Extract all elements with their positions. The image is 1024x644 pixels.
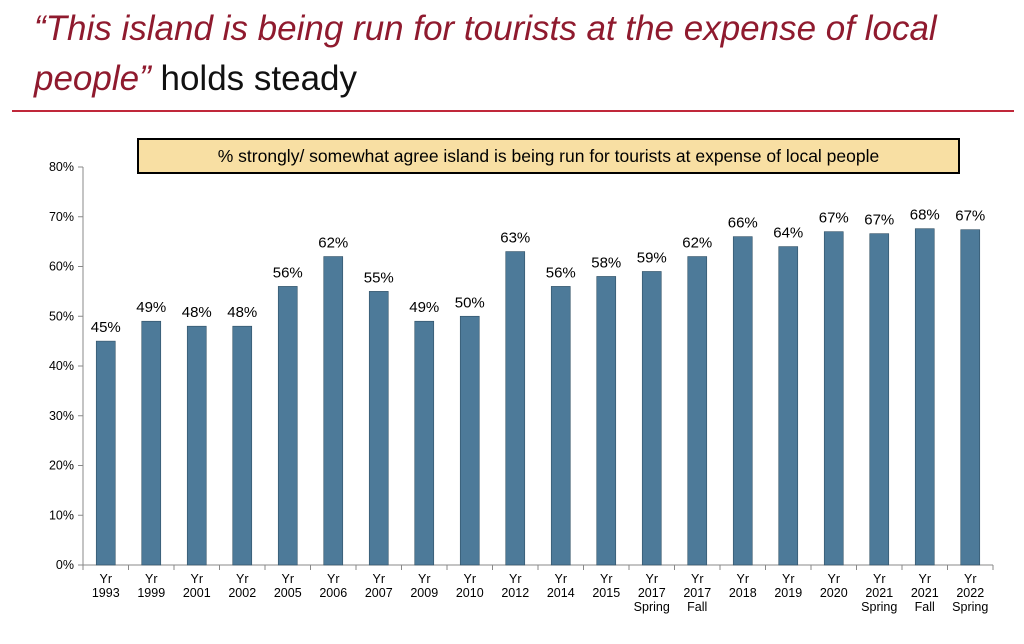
x-tick-label: Yr 2022 Spring: [952, 572, 988, 614]
y-tick-label: 20%: [49, 459, 74, 473]
x-tick-label: Yr 2007: [365, 572, 393, 600]
bar: [732, 236, 753, 566]
bar: [960, 229, 981, 566]
value-label: 49%: [409, 299, 439, 316]
x-tick-label: Yr 2020: [820, 572, 848, 600]
y-tick-label: 30%: [49, 409, 74, 423]
bar: [459, 315, 480, 566]
bar: [550, 286, 571, 566]
title-suffix: holds steady: [150, 59, 358, 98]
bar: [596, 276, 617, 566]
y-tick-label: 70%: [49, 210, 74, 224]
bar: [186, 325, 207, 566]
value-label: 56%: [546, 264, 576, 281]
bar: [277, 286, 298, 566]
x-tick-label: Yr 2001: [183, 572, 211, 600]
value-label: 48%: [227, 304, 257, 321]
x-tick-label: Yr 2006: [319, 572, 347, 600]
value-label: 50%: [455, 294, 485, 311]
page-title: “This island is being run for tourists a…: [34, 4, 1009, 104]
value-label: 64%: [773, 225, 803, 242]
y-tick-label: 10%: [49, 508, 74, 522]
bar: [641, 271, 662, 566]
y-tick-label: 50%: [49, 309, 74, 323]
value-label: 62%: [318, 235, 348, 252]
chart-title-box: % strongly/ somewhat agree island is bei…: [137, 138, 960, 174]
x-tick-label: Yr 2005: [274, 572, 302, 600]
title-divider: [12, 110, 1014, 112]
bar: [687, 256, 708, 566]
x-tick-label: Yr 2017 Fall: [683, 572, 711, 614]
bar: [505, 251, 526, 566]
bar: [778, 246, 799, 566]
value-label: 62%: [682, 235, 712, 252]
value-label: 66%: [728, 215, 758, 232]
x-tick-label: Yr 2019: [774, 572, 802, 600]
x-tick-label: Yr 2012: [501, 572, 529, 600]
bar: [323, 256, 344, 566]
bar: [914, 228, 935, 566]
x-tick-label: Yr 2017 Spring: [634, 572, 670, 614]
bar: [232, 325, 253, 566]
value-label: 59%: [637, 249, 667, 266]
bar: [869, 233, 890, 566]
x-tick-label: Yr 2021 Fall: [911, 572, 939, 614]
bar: [414, 320, 435, 566]
y-tick-label: 80%: [49, 160, 74, 174]
x-tick-label: Yr 2009: [410, 572, 438, 600]
value-label: 68%: [910, 207, 940, 224]
y-tick-label: 60%: [49, 260, 74, 274]
title-quote: “This island is being run for tourists a…: [34, 9, 937, 98]
bar: [95, 340, 116, 566]
chart-title: % strongly/ somewhat agree island is bei…: [217, 145, 880, 166]
x-tick-label: Yr 2015: [592, 572, 620, 600]
value-label: 67%: [819, 210, 849, 227]
value-label: 48%: [182, 304, 212, 321]
value-label: 45%: [91, 319, 121, 336]
bar: [823, 231, 844, 566]
x-tick-label: Yr 2021 Spring: [861, 572, 897, 614]
value-label: 49%: [136, 299, 166, 316]
value-label: 63%: [500, 230, 530, 247]
value-label: 58%: [591, 254, 621, 271]
x-tick-label: Yr 1993: [92, 572, 120, 600]
x-tick-label: Yr 2010: [456, 572, 484, 600]
value-label: 55%: [364, 269, 394, 286]
x-tick-label: Yr 1999: [137, 572, 165, 600]
bar: [141, 320, 162, 566]
value-label: 56%: [273, 264, 303, 281]
value-label: 67%: [955, 208, 985, 225]
x-tick-label: Yr 2018: [729, 572, 757, 600]
x-tick-label: Yr 2014: [547, 572, 575, 600]
value-label: 67%: [864, 212, 894, 229]
y-tick-label: 0%: [56, 558, 74, 572]
x-tick-label: Yr 2002: [228, 572, 256, 600]
y-tick-label: 40%: [49, 359, 74, 373]
bar: [368, 291, 389, 566]
